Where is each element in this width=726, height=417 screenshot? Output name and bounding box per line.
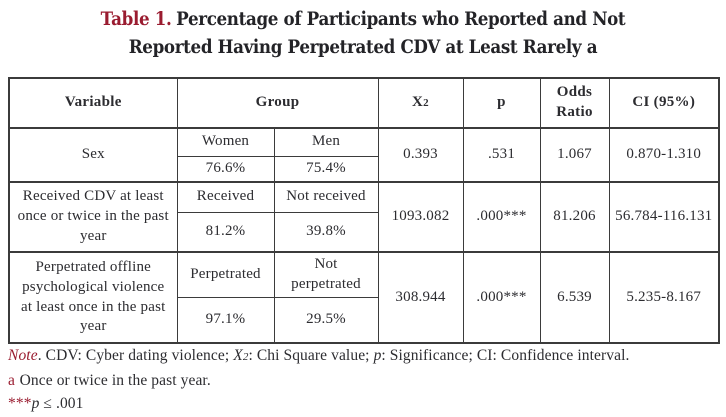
cell-odds-ratio: 81.206 <box>539 181 610 253</box>
cell-x2: 0.393 <box>377 127 464 183</box>
table-title-text2: Reported Having Perpetrated CDV at Least… <box>128 36 598 58</box>
note-seg3: : Significance; CI: Confidence interval. <box>381 347 630 364</box>
cell-x2: 1093.082 <box>377 181 464 253</box>
header-row: Variable Group X2 p Odds Ratio CI (95%) <box>8 77 720 129</box>
table-row-percentages: 97.1% 29.5% <box>9 296 719 344</box>
cell-ci: 56.784-116.131 <box>608 181 720 253</box>
cell-odds-ratio: 6.539 <box>539 250 610 344</box>
note-seg1: . CDV: Cyber dating violence; <box>37 347 234 364</box>
table-row: Perpetrated offline psychological violen… <box>8 250 720 344</box>
cell-group-b: Not perpetrated <box>273 250 379 298</box>
cell-variable: Received CDV at least once or twice in t… <box>8 181 178 253</box>
header-ci: CI (95%) <box>608 77 720 129</box>
cell-group-a: Perpetrated <box>176 250 275 298</box>
footnote-line: a Once or twice in the past year. <box>8 369 720 392</box>
table-row: Sex Women Men 0.393 .531 1.067 0.870-1.3… <box>8 127 720 183</box>
cell-variable: Perpetrated offline psychological violen… <box>8 250 178 344</box>
header-x2-sub: 2 <box>423 97 429 110</box>
table-title-line2: Reported Having Perpetrated CDV at Least… <box>44 33 683 61</box>
significance-p: p <box>31 395 40 412</box>
table-row-percentages: 81.2% 39.8% <box>9 211 719 253</box>
table-title-line1: Table 1. Percentage of Participants who R… <box>44 5 683 33</box>
cell-pct-b: 75.4% <box>273 155 379 183</box>
header-group: Group <box>176 77 379 129</box>
results-table: Variable Group X2 p Odds Ratio CI (95%) … <box>8 77 720 345</box>
cell-group-b: Not received <box>273 181 379 213</box>
cell-pct-a: 97.1% <box>176 296 275 344</box>
cell-p: .000*** <box>462 181 541 253</box>
note-label: Note <box>8 347 38 364</box>
note-x2-sub: 2 <box>242 351 249 363</box>
cell-ci: 5.235-8.167 <box>608 250 720 344</box>
table-row-percentages: 76.6% 75.4% <box>9 155 719 183</box>
table-notes: Note. CDV: Cyber dating violence; X2: Ch… <box>8 344 720 415</box>
cell-group-a: Received <box>176 181 275 213</box>
cell-ci: 0.870-1.310 <box>608 127 720 183</box>
header-odds-ratio: Odds Ratio <box>539 77 610 129</box>
significance-line: ***p ≤ .001 <box>8 392 720 415</box>
cell-group-a: Women <box>176 127 275 157</box>
page: Table 1. Percentage of Participants who R… <box>0 5 726 417</box>
cell-odds-ratio: 1.067 <box>539 127 610 183</box>
header-p: p <box>462 77 541 129</box>
cell-pct-a: 76.6% <box>176 155 275 183</box>
cell-pct-a: 81.2% <box>176 211 275 253</box>
cell-pct-b: 39.8% <box>273 211 379 253</box>
table-number-label: Table 1. <box>100 8 172 30</box>
header-variable: Variable <box>8 77 178 129</box>
table-title: Table 1. Percentage of Participants who R… <box>44 5 683 61</box>
cell-group-b: Men <box>273 127 379 157</box>
cell-pct-b: 29.5% <box>273 296 379 344</box>
footnote-text: Once or twice in the past year. <box>19 372 211 389</box>
note-x2: X2 <box>233 347 248 364</box>
cell-x2: 308.944 <box>377 250 464 344</box>
cell-p: .531 <box>462 127 541 183</box>
cell-variable: Sex <box>8 127 178 183</box>
significance-stars: *** <box>8 395 32 412</box>
significance-threshold: ≤ .001 <box>39 395 84 412</box>
note-line: Note. CDV: Cyber dating violence; X2: Ch… <box>8 344 720 369</box>
table-title-text1: Percentage of Participants who Reported … <box>176 8 626 30</box>
note-x2-base: X <box>233 347 243 364</box>
cell-p: .000*** <box>462 250 541 344</box>
note-seg2: : Chi Square value; <box>248 347 374 364</box>
header-x2: X2 <box>377 77 464 129</box>
header-x2-base: X <box>412 94 424 111</box>
table-row: Received CDV at least once or twice in t… <box>8 181 720 253</box>
note-p: p <box>373 347 382 364</box>
footnote-marker: a <box>8 372 15 389</box>
